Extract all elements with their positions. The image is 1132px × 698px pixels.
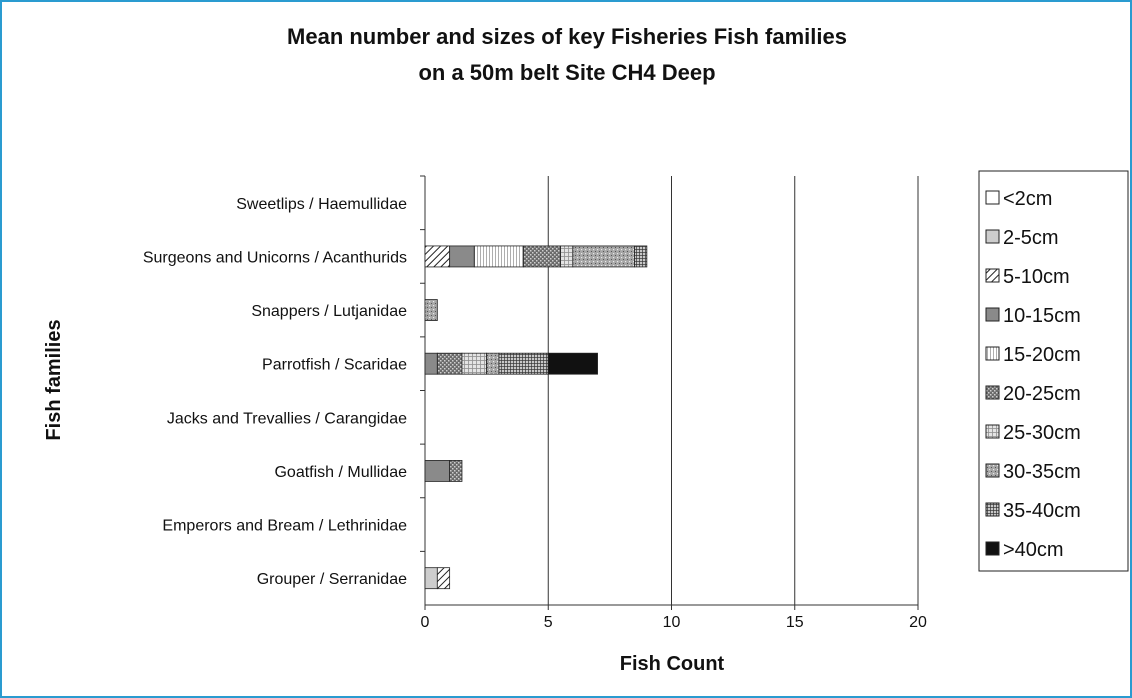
category-label: Sweetlips / Haemullidae: [236, 196, 407, 213]
legend-swatch: [985, 424, 1000, 439]
legend-swatch: [985, 502, 1000, 517]
legend-swatch: [985, 346, 1000, 361]
x-tick-label: 10: [663, 614, 681, 631]
legend-swatch: [985, 463, 1000, 478]
legend-label: <2cm: [1003, 188, 1052, 210]
legend-swatch: [985, 385, 1000, 400]
bar-segment: [424, 245, 451, 268]
legend-label: 15-20cm: [1003, 344, 1081, 366]
chart-title-line-2: on a 50m belt Site CH4 Deep: [418, 60, 715, 85]
x-tick-label: 20: [909, 614, 927, 631]
legend-swatch: [985, 541, 1000, 556]
plot-area: 0 5 10 15 20 Sweetlips / Haemullidae Surgeons …: [143, 175, 927, 631]
chart-title-line-1: Mean number and sizes of key Fisheries F…: [287, 24, 847, 49]
bar-segment: [634, 245, 648, 268]
legend-box: [978, 170, 1129, 572]
bar-segment: [572, 245, 635, 268]
x-axis-title: Fish Count: [620, 653, 725, 675]
legend-label: 20-25cm: [1003, 383, 1081, 405]
legend-swatch: [985, 190, 1000, 205]
legend-label: 35-40cm: [1003, 500, 1081, 522]
bar-segment: [436, 352, 463, 375]
bar-segment: [424, 567, 438, 590]
legend-label: 10-15cm: [1003, 305, 1081, 327]
category-label: Emperors and Bream / Lethrinidae: [162, 518, 407, 535]
x-tick-label: 0: [421, 614, 430, 631]
legend-label: 5-10cm: [1003, 266, 1070, 288]
legend-label: 30-35cm: [1003, 461, 1081, 483]
category-label: Snappers / Lutjanidae: [251, 303, 407, 320]
bar-segment: [560, 245, 574, 268]
category-label: Jacks and Trevallies / Carangidae: [167, 410, 407, 427]
x-tick-label: 5: [544, 614, 553, 631]
bar-segment: [424, 299, 438, 321]
category-label: Surgeons and Unicorns / Acanthurids: [143, 249, 407, 266]
bar-segment: [449, 460, 463, 482]
bar-segment: [473, 245, 524, 268]
legend-swatch: [985, 268, 1000, 283]
x-tick-label: 15: [786, 614, 804, 631]
bar-segment: [461, 352, 488, 375]
bar-segment: [498, 352, 549, 375]
bar-segment: [424, 352, 438, 375]
bar-segment: [547, 352, 598, 375]
legend: <2cm 2-5cm 5-10cm 10-15cm 15-20cm 20-25cm 25-3…: [978, 170, 1129, 572]
category-label: Goatfish / Mullidae: [274, 464, 407, 481]
category-label: Parrotfish / Scaridae: [262, 357, 407, 374]
legend-swatch: [985, 307, 1000, 322]
legend-swatch: [985, 229, 1000, 244]
bar-segment: [436, 567, 451, 590]
legend-label: 2-5cm: [1003, 227, 1059, 249]
bar-segment: [523, 245, 561, 268]
legend-label: 25-30cm: [1003, 422, 1081, 444]
y-axis-title: Fish families: [43, 319, 65, 440]
legend-label: >40cm: [1003, 539, 1064, 561]
bar-segment: [424, 460, 451, 482]
bar-segment: [449, 245, 475, 268]
category-label: Grouper / Serranidae: [257, 571, 407, 588]
bar-segment: [486, 352, 500, 375]
